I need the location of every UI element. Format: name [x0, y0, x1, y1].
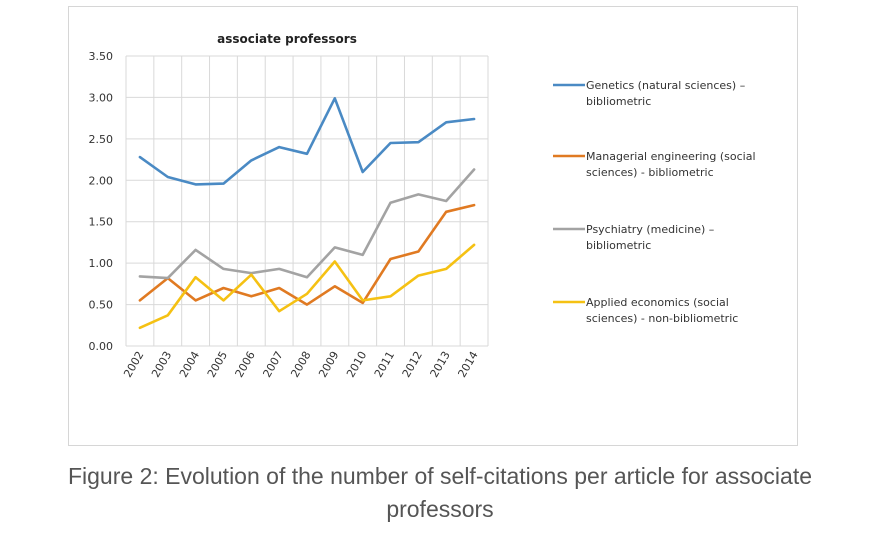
line-chart: associate professors 0.00 0.50 1.00 1.50 2.00…	[89, 32, 756, 380]
legend-label: sciences) - non-bibliometric	[586, 312, 738, 325]
y-tick-label: 3.00	[89, 91, 114, 104]
series-line-4	[138, 243, 476, 330]
x-tick-label: 2010	[344, 349, 369, 380]
x-tick-label: 2012	[400, 349, 425, 380]
series-line-2	[138, 203, 476, 306]
chart-frame: associate professors 0.00 0.50 1.00 1.50 2.00…	[68, 6, 798, 446]
x-tick-label: 2009	[316, 349, 341, 380]
series-line-3	[138, 168, 476, 280]
series-line-1	[138, 97, 476, 186]
x-tick-label: 2004	[177, 349, 202, 380]
y-tick-label: 3.50	[89, 50, 114, 63]
x-tick-label: 2003	[149, 349, 174, 380]
y-tick-label: 0.00	[89, 340, 114, 353]
y-tick-label: 2.00	[89, 174, 114, 187]
x-tick-label: 2005	[205, 349, 230, 380]
y-tick-label: 2.50	[89, 133, 114, 146]
legend-label: bibliometric	[586, 95, 651, 108]
y-tick-label: 1.50	[89, 216, 114, 229]
caption-line-1: Figure 2: Evolution of the number of sel…	[67, 463, 813, 489]
legend-label: sciences) - bibliometric	[586, 166, 714, 179]
chart-title: associate professors	[217, 32, 357, 46]
legend-label: bibliometric	[586, 239, 651, 252]
caption-line-2: professors	[386, 496, 494, 522]
x-tick-label: 2014	[455, 349, 480, 380]
x-tick-label: 2013	[428, 349, 453, 380]
x-tick-label: 2007	[260, 349, 285, 380]
y-tick-label: 0.50	[89, 299, 114, 312]
legend-label: Applied economics (social	[586, 296, 729, 309]
x-tick-label: 2011	[372, 349, 397, 380]
x-tick-label: 2006	[233, 349, 258, 380]
x-tick-label: 2008	[288, 349, 313, 380]
legend-label: Psychiatry (medicine) –	[586, 223, 714, 236]
y-tick-label: 1.00	[89, 257, 114, 270]
legend-label: Managerial engineering (social	[586, 150, 756, 163]
figure-caption: Figure 2: Evolution of the number of sel…	[0, 460, 880, 526]
x-tick-label: 2002	[121, 349, 146, 380]
legend-label: Genetics (natural sciences) –	[586, 79, 745, 92]
